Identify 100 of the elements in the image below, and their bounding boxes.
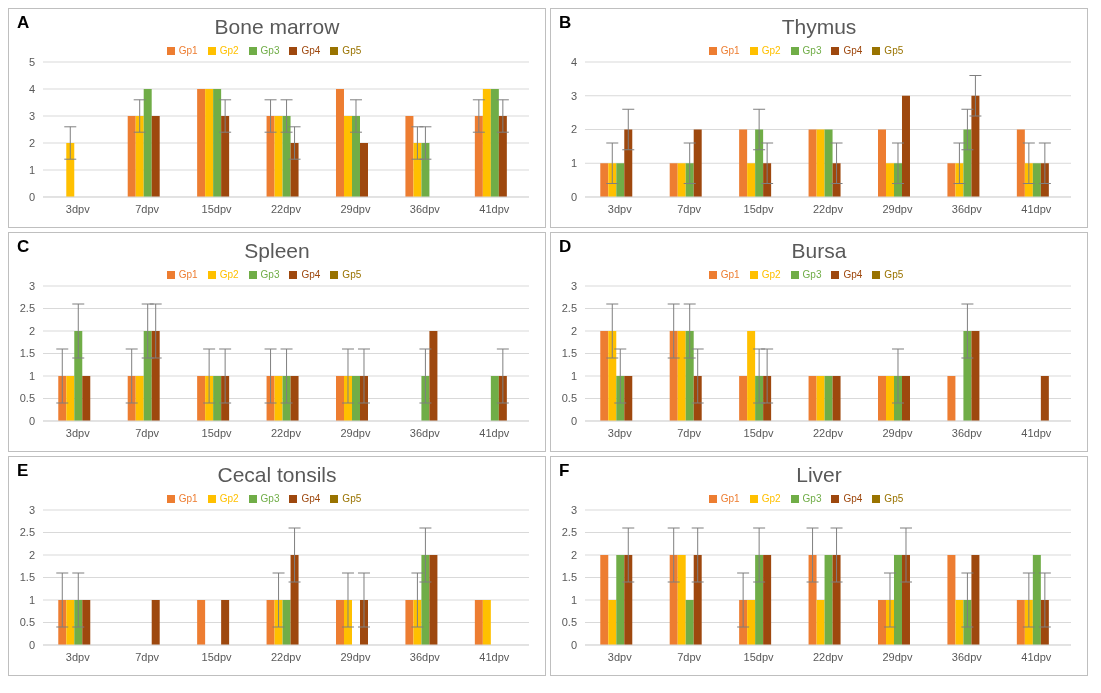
legend-label: Gp3 xyxy=(260,269,280,280)
legend-label: Gp5 xyxy=(884,269,904,280)
legend-label: Gp1 xyxy=(720,45,740,56)
x-tick-label: 41dpv xyxy=(1021,202,1052,215)
x-tick-label: 29dpv xyxy=(340,202,371,215)
y-tick-label: 3 xyxy=(28,503,35,516)
legend-label: Gp5 xyxy=(884,493,904,504)
x-tick-label: 7dpv xyxy=(135,650,160,663)
legend-label: Gp3 xyxy=(802,269,822,280)
y-tick-label: 1.5 xyxy=(19,571,35,584)
chart-title: Bone marrow xyxy=(214,15,340,38)
chart-title: Spleen xyxy=(244,239,310,262)
y-tick-label: 1.5 xyxy=(561,571,577,584)
legend-label: Gp5 xyxy=(884,45,904,56)
y-tick-label: 5 xyxy=(28,55,35,68)
x-tick-label: 7dpv xyxy=(677,650,702,663)
x-tick-label: 15dpv xyxy=(201,202,233,215)
chart-title: Bursa xyxy=(791,239,847,262)
y-tick-label: 1 xyxy=(570,157,577,170)
y-tick-label: 1.5 xyxy=(561,347,577,360)
x-tick-label: 41dpv xyxy=(1021,650,1052,663)
legend-label: Gp4 xyxy=(301,45,321,56)
y-tick-label: 1 xyxy=(28,369,35,382)
x-tick-label: 7dpv xyxy=(135,202,160,215)
x-tick-label: 15dpv xyxy=(743,202,775,215)
legend-label: Gp4 xyxy=(843,45,863,56)
y-tick-label: 1 xyxy=(570,593,577,606)
text: D xyxy=(559,237,572,257)
x-tick-label: 22dpv xyxy=(813,650,844,663)
chart-title: Cecal tonsils xyxy=(217,463,337,486)
y-tick-label: 0 xyxy=(28,190,35,203)
y-tick-label: 1 xyxy=(570,369,577,382)
y-tick-label: 0 xyxy=(28,414,35,427)
legend-label: Gp1 xyxy=(178,45,198,56)
y-tick-label: 3 xyxy=(570,503,577,516)
legend-label: Gp1 xyxy=(720,493,740,504)
y-tick-label: 0 xyxy=(570,190,577,203)
y-tick-label: 0.5 xyxy=(19,392,35,405)
legend-label: Gp2 xyxy=(761,45,781,56)
text: C xyxy=(17,237,30,257)
x-tick-label: 29dpv xyxy=(882,202,913,215)
text: B xyxy=(559,13,572,33)
y-tick-label: 2.5 xyxy=(561,526,577,539)
y-tick-label: 0.5 xyxy=(561,392,577,405)
legend-label: Gp2 xyxy=(219,493,239,504)
x-tick-label: 7dpv xyxy=(677,202,702,215)
legend-label: Gp1 xyxy=(178,493,198,504)
x-tick-label: 3dpv xyxy=(65,426,91,439)
x-tick-label: 15dpv xyxy=(201,426,233,439)
legend-label: Gp3 xyxy=(802,45,822,56)
y-tick-label: 3 xyxy=(570,89,577,102)
legend-label: Gp3 xyxy=(802,493,822,504)
legend-label: Gp2 xyxy=(761,493,781,504)
x-tick-label: 3dpv xyxy=(607,650,633,663)
x-tick-label: 29dpv xyxy=(882,426,913,439)
legend-label: Gp2 xyxy=(219,269,239,280)
legend-label: Gp2 xyxy=(761,269,781,280)
text: F xyxy=(559,461,570,481)
x-tick-label: 29dpv xyxy=(882,650,913,663)
chart-title: Liver xyxy=(796,463,842,486)
y-tick-label: 2 xyxy=(570,548,577,561)
y-tick-label: 2.5 xyxy=(561,302,577,315)
x-tick-label: 41dpv xyxy=(1021,426,1052,439)
x-tick-label: 36dpv xyxy=(409,650,441,663)
y-tick-label: 2.5 xyxy=(19,302,35,315)
y-tick-label: 4 xyxy=(28,82,35,95)
x-tick-label: 36dpv xyxy=(951,202,983,215)
x-tick-label: 29dpv xyxy=(340,650,371,663)
legend-label: Gp4 xyxy=(301,493,321,504)
x-tick-label: 36dpv xyxy=(951,426,983,439)
x-tick-label: 22dpv xyxy=(271,650,302,663)
chart-title: Thymus xyxy=(781,15,857,38)
y-tick-label: 0.5 xyxy=(561,616,577,629)
x-tick-label: 22dpv xyxy=(271,426,302,439)
y-tick-label: 0 xyxy=(570,638,577,651)
x-tick-label: 29dpv xyxy=(340,426,371,439)
y-tick-label: 2.5 xyxy=(19,526,35,539)
x-tick-label: 22dpv xyxy=(813,202,844,215)
x-tick-label: 41dpv xyxy=(479,650,510,663)
legend-label: Gp1 xyxy=(178,269,198,280)
y-tick-label: 0 xyxy=(570,414,577,427)
x-tick-label: 15dpv xyxy=(201,650,233,663)
x-tick-label: 15dpv xyxy=(743,650,775,663)
x-tick-label: 3dpv xyxy=(607,426,633,439)
y-tick-label: 3 xyxy=(570,279,577,292)
y-tick-label: 1.5 xyxy=(19,347,35,360)
x-tick-label: 15dpv xyxy=(743,426,775,439)
y-tick-label: 2 xyxy=(28,324,35,337)
x-tick-label: 22dpv xyxy=(271,202,302,215)
x-tick-label: 41dpv xyxy=(479,426,510,439)
legend-label: Gp1 xyxy=(720,269,740,280)
y-tick-label: 0 xyxy=(28,638,35,651)
legend-label: Gp4 xyxy=(843,493,863,504)
legend-label: Gp5 xyxy=(342,45,362,56)
x-tick-label: 36dpv xyxy=(409,426,441,439)
text: E xyxy=(17,461,29,481)
legend-label: Gp2 xyxy=(219,45,239,56)
y-tick-label: 3 xyxy=(28,109,35,122)
text: A xyxy=(17,13,30,33)
y-tick-label: 2 xyxy=(570,123,577,136)
